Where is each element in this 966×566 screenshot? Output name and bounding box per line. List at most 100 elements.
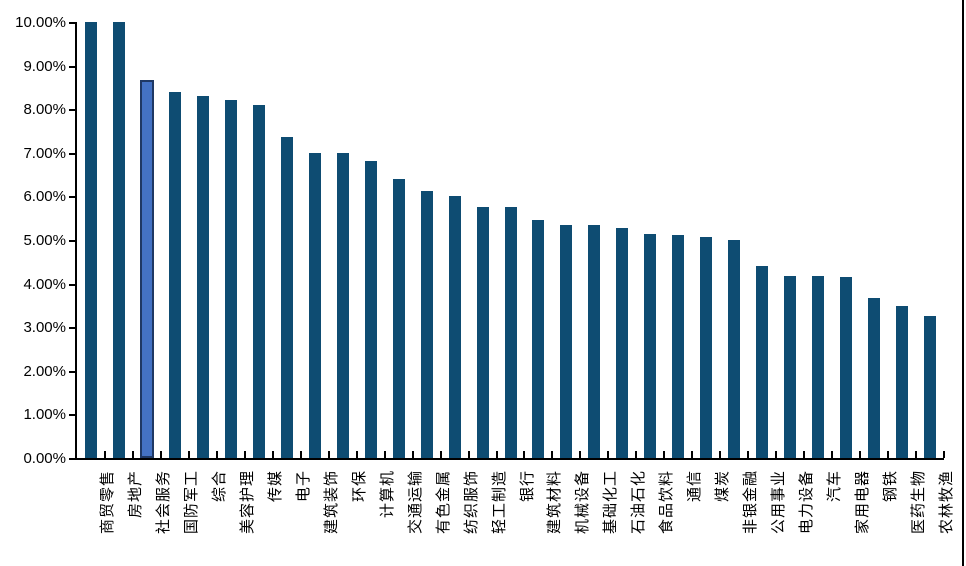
x-axis-tick [495,451,498,458]
y-axis-line [75,22,77,460]
y-axis-tick [69,414,75,417]
bar-交通运输 [392,178,405,458]
x-axis-label-国防军工: 国防军工 [183,470,200,535]
x-axis-label-计算机: 计算机 [379,470,396,519]
y-axis-tick-label: 1.00% [23,406,66,424]
x-axis-label-汽车: 汽车 [827,470,844,503]
y-axis-tick-label: 9.00% [23,57,66,75]
x-axis-tick [551,451,554,458]
x-axis-label-商贸零售: 商贸零售 [99,470,116,535]
y-axis-tick-label: 8.00% [23,101,66,119]
chart-frame-right-border [962,0,964,566]
bar-商贸零售 [84,22,97,458]
x-axis-tick [299,451,302,458]
x-axis-label-社会服务: 社会服务 [155,470,172,535]
x-axis-label-环保: 环保 [351,470,368,503]
x-axis-label-电子: 电子 [295,470,312,503]
x-axis-label-银行: 银行 [519,470,536,503]
x-axis-tick [243,451,246,458]
bar-环保 [336,153,349,458]
x-axis-tick [747,451,750,458]
bar-社会服务 [139,79,154,458]
x-axis-tick [467,451,470,458]
x-axis-tick [635,451,638,458]
x-axis-tick [271,451,274,458]
bar-农林牧渔 [924,315,937,458]
x-axis-label-基础化工: 基础化工 [603,470,620,535]
x-axis-tick [831,451,834,458]
x-axis-tick [943,451,945,458]
x-axis-label-有色金属: 有色金属 [435,470,452,535]
y-axis-tick [69,240,75,242]
y-axis-tick [69,22,75,24]
x-axis-tick [131,451,134,458]
x-axis-tick [439,451,442,458]
x-axis-tick [803,451,806,458]
x-axis-label-建筑装饰: 建筑装饰 [323,470,340,535]
y-axis-tick-label: 4.00% [23,275,66,293]
x-axis-label-农林牧渔: 农林牧渔 [939,470,956,535]
bar-计算机 [364,161,377,458]
x-axis-tick [523,451,526,458]
y-axis-tick [69,283,75,286]
y-axis-tick [69,327,75,330]
x-axis-label-纺织服饰: 纺织服饰 [463,470,480,535]
bar-家用电器 [840,277,853,458]
x-axis-label-煤炭: 煤炭 [715,470,732,503]
bar-银行 [504,207,517,458]
x-axis-label-美容护理: 美容护理 [239,470,256,535]
y-axis-tick-label: 7.00% [23,144,66,162]
x-axis-label-非银金融: 非银金融 [743,470,760,535]
bar-基础化工 [588,225,601,458]
x-axis-label-轻工制造: 轻工制造 [491,470,508,535]
x-axis-tick [411,451,414,458]
bar-传媒 [252,104,265,458]
x-axis-label-房地产: 房地产 [127,470,144,519]
bar-建筑装饰 [308,152,321,458]
bar-美容护理 [224,99,237,458]
bar-医药生物 [896,306,909,458]
bar-机械设备 [560,224,573,458]
y-axis-tick [69,65,75,68]
x-axis-label-通信: 通信 [687,470,704,503]
x-axis-label-医药生物: 医药生物 [911,470,928,535]
bar-石油石化 [616,227,629,458]
y-axis-tick-label: 5.00% [23,232,66,249]
x-axis-tick [775,451,778,458]
bar-公用事业 [756,266,769,458]
x-axis-label-交通运输: 交通运输 [407,470,424,535]
bar-房地产 [112,22,125,458]
y-axis-tick [69,152,75,155]
bar-煤炭 [700,236,713,458]
bar-综合 [196,96,209,458]
y-axis-tick-label: 6.00% [23,188,66,206]
y-axis-tick-label: 3.00% [23,319,66,337]
x-axis-tick [607,451,610,458]
x-axis-label-石油石化: 石油石化 [631,470,648,535]
x-axis-label-机械设备: 机械设备 [575,470,592,535]
bar-电子 [280,136,293,458]
x-axis-tick [579,451,582,458]
bar-电力设备 [784,275,797,458]
y-axis-tick [69,109,75,112]
x-axis-tick [159,451,162,458]
bar-汽车 [812,276,825,458]
x-axis-label-电力设备: 电力设备 [799,470,816,535]
x-axis-label-家用电器: 家用电器 [855,470,872,535]
bar-通信 [672,235,685,458]
x-axis-tick [215,451,218,458]
y-axis-tick [69,196,75,199]
bar-食品饮料 [644,233,657,458]
x-axis-tick [915,451,918,458]
bar-建筑材料 [532,219,545,458]
bar-有色金属 [420,191,433,458]
x-axis-label-传媒: 传媒 [267,470,284,503]
y-axis-tick [69,458,75,460]
y-axis-tick-label: 0.00% [23,450,66,467]
bar-国防军工 [168,91,181,458]
x-axis-tick [103,451,106,458]
x-axis-label-钢铁: 钢铁 [883,470,900,503]
bar-纺织服饰 [448,196,461,458]
x-axis-tick [383,451,386,458]
